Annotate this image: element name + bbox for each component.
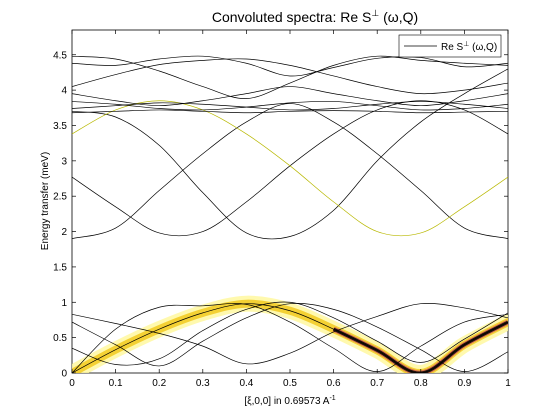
series-hi-c	[72, 58, 508, 95]
y-tick-label: 1.5	[53, 262, 67, 273]
y-tick-label: 4	[61, 86, 67, 97]
series-hi-d	[72, 86, 508, 107]
y-tick-label: 3	[61, 156, 67, 167]
x-tick-label: 0.6	[327, 378, 341, 389]
series-hi-f	[72, 100, 508, 111]
x-tick-label: 1	[505, 378, 511, 389]
series-hi-g	[72, 109, 508, 114]
series-mid-a	[72, 103, 508, 239]
series-hi-a	[72, 55, 508, 77]
y-tick-label: 4.5	[53, 50, 67, 61]
legend-box	[398, 34, 502, 58]
legend: Re S⊥ (ω,Q)	[398, 34, 502, 58]
series-lo-c	[72, 303, 508, 365]
x-tick-label: 0.7	[370, 378, 384, 389]
legend-label: Re S⊥ (ω,Q)	[441, 41, 497, 53]
curve-layer	[72, 55, 508, 373]
x-tick-label: 0.2	[152, 378, 166, 389]
y-tick-label: 2	[61, 227, 67, 238]
series-hi-upper-mode	[72, 100, 508, 237]
x-tick-label: 0.4	[239, 378, 253, 389]
y-tick-label: 1	[61, 298, 67, 309]
x-tick-label: 0.3	[196, 378, 210, 389]
y-axis-label: Energy transfer (meV)	[40, 152, 51, 250]
plot-area	[71, 29, 509, 374]
series-lo-d	[72, 303, 508, 373]
series-mid-c	[72, 68, 508, 240]
x-tick-label: 0	[69, 378, 75, 389]
x-axis-label: [ξ,0,0] in 0.69573 A-1	[244, 395, 335, 407]
chart-title: Convoluted spectra: Re S⊥ (ω,Q)	[212, 8, 418, 25]
y-tick-label: 3.5	[53, 121, 67, 132]
y-tick-label: 0.5	[53, 333, 67, 344]
series-lo-e	[72, 301, 508, 366]
y-tick-label: 2.5	[53, 192, 67, 203]
y-tick-label: 0	[61, 369, 67, 380]
x-tick-label: 0.5	[283, 378, 297, 389]
x-tick-label: 0.9	[457, 378, 471, 389]
series-lo-a	[72, 303, 508, 373]
tick-layer: 0 0.1 0.2 0.3 0.4 0.5 0.6 0.7 0.8 0.9 1 0 0.5 1 1.5 2 2.…	[53, 30, 511, 389]
series-hi-e	[72, 101, 508, 111]
x-tick-label: 0.8	[414, 378, 428, 389]
x-tick-label: 0.1	[109, 378, 123, 389]
